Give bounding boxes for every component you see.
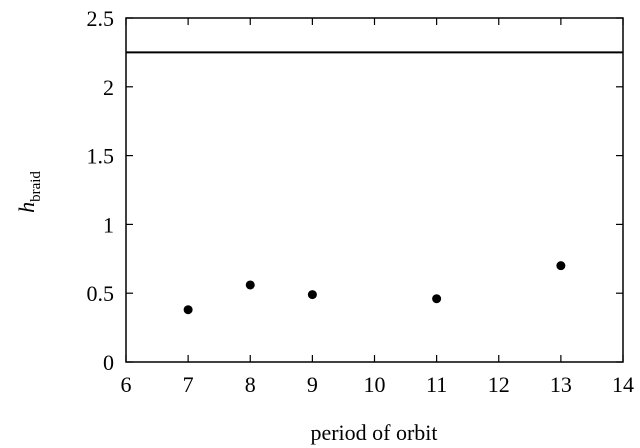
y-axis-label: hbraid xyxy=(14,171,44,213)
x-tick-label: 14 xyxy=(612,372,634,397)
y-tick-label: 2.5 xyxy=(87,6,115,31)
x-tick-label: 11 xyxy=(426,372,447,397)
y-tick-label: 1.5 xyxy=(87,144,115,169)
data-point xyxy=(183,305,193,315)
x-tick-label: 6 xyxy=(121,372,132,397)
x-tick-label: 10 xyxy=(364,372,386,397)
y-tick-label: 0.5 xyxy=(87,281,115,306)
y-axis-label-main: h xyxy=(14,202,39,213)
x-tick-label: 12 xyxy=(488,372,510,397)
x-axis-label: period of orbit xyxy=(310,420,437,445)
y-tick-label: 1 xyxy=(103,212,114,237)
plot-area xyxy=(125,17,624,363)
y-tick-label: 0 xyxy=(103,350,114,375)
y-axis-label-sub: braid xyxy=(28,171,44,202)
plot-frame xyxy=(125,17,624,363)
x-tick-label: 9 xyxy=(307,372,318,397)
data-point xyxy=(556,261,566,271)
data-marks xyxy=(183,261,566,315)
y-axis: 0 0.5 1 1.5 2 2.5 xyxy=(87,6,623,375)
data-point xyxy=(307,290,317,300)
data-point xyxy=(245,280,255,290)
y-tick-label: 2 xyxy=(103,75,114,100)
x-axis: 6 7 8 9 10 11 12 13 14 xyxy=(121,18,634,397)
x-tick-label: 7 xyxy=(183,372,194,397)
x-tick-label: 8 xyxy=(245,372,256,397)
x-tick-label: 13 xyxy=(550,372,572,397)
data-point xyxy=(432,294,442,304)
